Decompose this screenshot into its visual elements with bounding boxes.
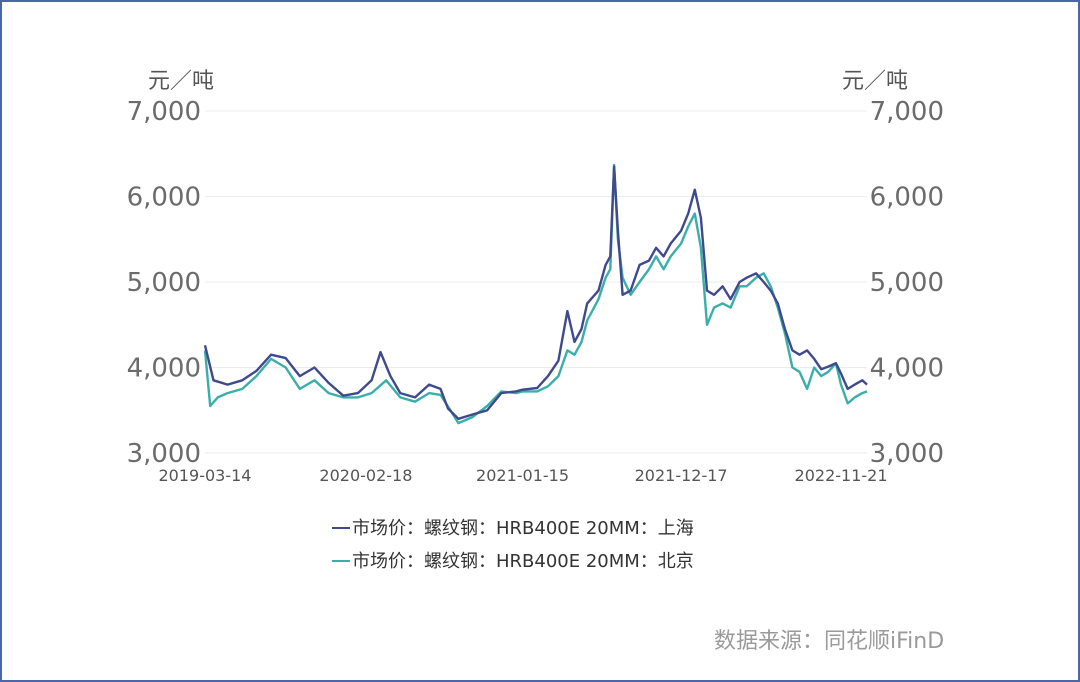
y-tick-label-right: 7,000 [870,97,944,127]
y-axis-unit-left: 元／吨 [148,69,214,94]
legend: 市场价：螺纹钢：HRB400E 20MM：上海 市场价：螺纹钢：HRB400E … [332,518,694,572]
series-lines [203,163,868,425]
legend-label-shanghai: 市场价：螺纹钢：HRB400E 20MM：上海 [352,518,694,539]
y-tick-label-left: 3,000 [127,439,201,469]
data-source-note: 数据来源：同花顺iFinD [714,629,944,654]
y-tick-label-left: 7,000 [127,97,201,127]
y-axis-right: 3,000 4,000 5,000 6,000 7,000 [870,97,944,469]
y-axis-left: 3,000 4,000 5,000 6,000 7,000 [127,97,201,469]
x-tick-label: 2021-01-15 [476,466,569,485]
x-tick-label: 2022-11-21 [795,466,888,485]
y-tick-label-left: 6,000 [127,183,201,213]
y-axis-unit-right: 元／吨 [842,69,908,94]
x-tick-label: 2020-02-18 [319,466,412,485]
y-tick-label-right: 6,000 [870,183,944,213]
x-axis: 2019-03-14 2020-02-18 2021-01-15 2021-12-17… [159,466,888,485]
y-tick-label-left: 5,000 [127,268,201,298]
y-tick-label-right: 5,000 [870,268,944,298]
x-tick-label: 2021-12-17 [635,466,728,485]
y-tick-label-right: 3,000 [870,439,944,469]
series-line [203,163,868,425]
series-line [203,165,868,420]
y-tick-label-left: 4,000 [127,354,201,384]
legend-label-beijing: 市场价：螺纹钢：HRB400E 20MM：北京 [352,551,694,572]
y-tick-label-right: 4,000 [870,354,944,384]
x-tick-label: 2019-03-14 [159,466,252,485]
